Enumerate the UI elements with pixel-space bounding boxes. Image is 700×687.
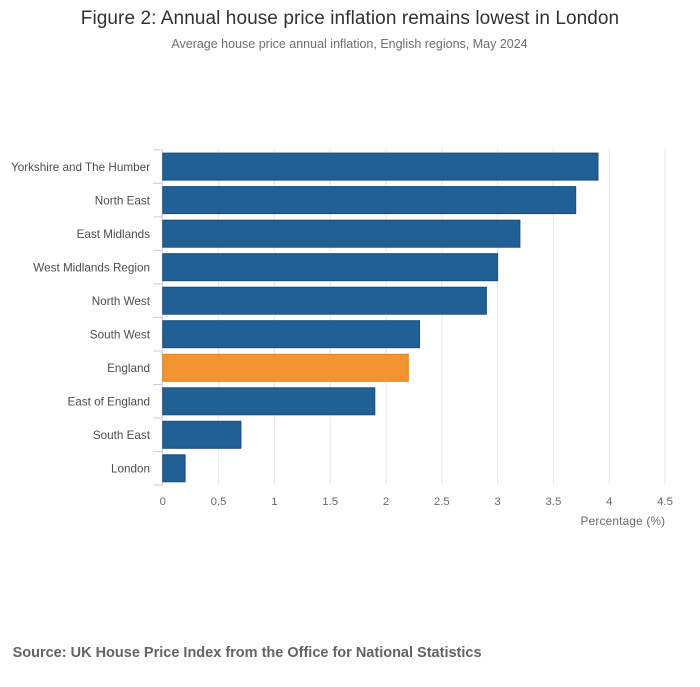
svg-text:Percentage (%): Percentage (%) bbox=[581, 514, 666, 528]
svg-text:Source: UK House Price Index f: Source: UK House Price Index from the Of… bbox=[13, 645, 482, 661]
svg-text:Average house price annual inf: Average house price annual inflation, En… bbox=[171, 37, 527, 51]
svg-text:0.5: 0.5 bbox=[211, 496, 227, 508]
svg-text:North East: North East bbox=[95, 194, 151, 207]
svg-text:Yorkshire and The Humber: Yorkshire and The Humber bbox=[11, 161, 150, 174]
svg-text:England: England bbox=[107, 362, 150, 375]
svg-text:South East: South East bbox=[93, 429, 151, 442]
svg-text:3.5: 3.5 bbox=[545, 496, 561, 508]
svg-text:2.5: 2.5 bbox=[434, 496, 450, 508]
svg-text:East Midlands: East Midlands bbox=[77, 228, 151, 241]
svg-text:0: 0 bbox=[160, 496, 166, 508]
svg-text:North West: North West bbox=[92, 295, 151, 308]
svg-text:1: 1 bbox=[271, 496, 277, 508]
svg-text:South West: South West bbox=[90, 329, 151, 342]
svg-text:1.5: 1.5 bbox=[322, 496, 338, 508]
svg-text:West Midlands Region: West Midlands Region bbox=[33, 262, 150, 275]
svg-text:4.5: 4.5 bbox=[657, 496, 673, 508]
svg-text:2: 2 bbox=[383, 496, 389, 508]
svg-text:London: London bbox=[111, 463, 150, 476]
svg-text:3: 3 bbox=[494, 496, 500, 508]
svg-text:Figure 2: Annual house price i: Figure 2: Annual house price inflation r… bbox=[81, 8, 619, 29]
svg-text:4: 4 bbox=[606, 496, 612, 508]
svg-text:East of England: East of England bbox=[67, 396, 150, 409]
